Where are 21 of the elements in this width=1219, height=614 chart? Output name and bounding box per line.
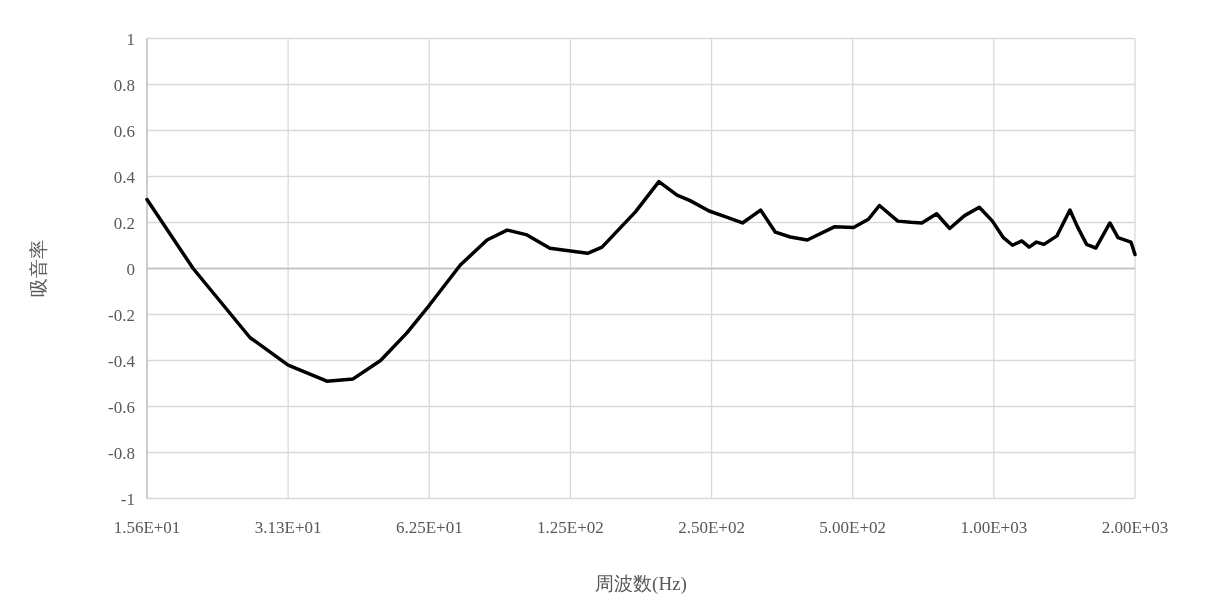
- x-tick-label: 6.25E+01: [395, 517, 463, 537]
- x-tick-label: 3.13E+01: [254, 517, 322, 537]
- y-tick-label: 1: [126, 29, 135, 49]
- x-tick-label: 1.25E+02: [537, 517, 604, 537]
- x-axis-title: 周波数(Hz): [595, 573, 687, 595]
- y-axis-title: 吸音率: [28, 240, 49, 297]
- y-tick-label: -1: [120, 489, 135, 509]
- y-tick-label: -0.4: [108, 351, 136, 371]
- y-tick-label: 0.4: [113, 167, 136, 187]
- x-tick-label: 1.56E+01: [113, 517, 181, 537]
- y-tick-label: -0.8: [108, 443, 135, 463]
- x-tick-label: 2.50E+02: [678, 517, 745, 537]
- x-tick-label: 5.00E+02: [819, 517, 887, 537]
- y-tick-label: -0.6: [108, 397, 135, 417]
- y-tick-label: 0: [126, 259, 135, 279]
- y-tick-label: 0.2: [113, 213, 135, 233]
- y-tick-label: 0.8: [113, 75, 135, 95]
- y-tick-label: -0.2: [108, 305, 135, 325]
- x-tick-label: 2.00E+03: [1101, 517, 1169, 537]
- y-tick-label: 0.6: [113, 121, 135, 141]
- x-tick-label: 1.00E+03: [960, 517, 1028, 537]
